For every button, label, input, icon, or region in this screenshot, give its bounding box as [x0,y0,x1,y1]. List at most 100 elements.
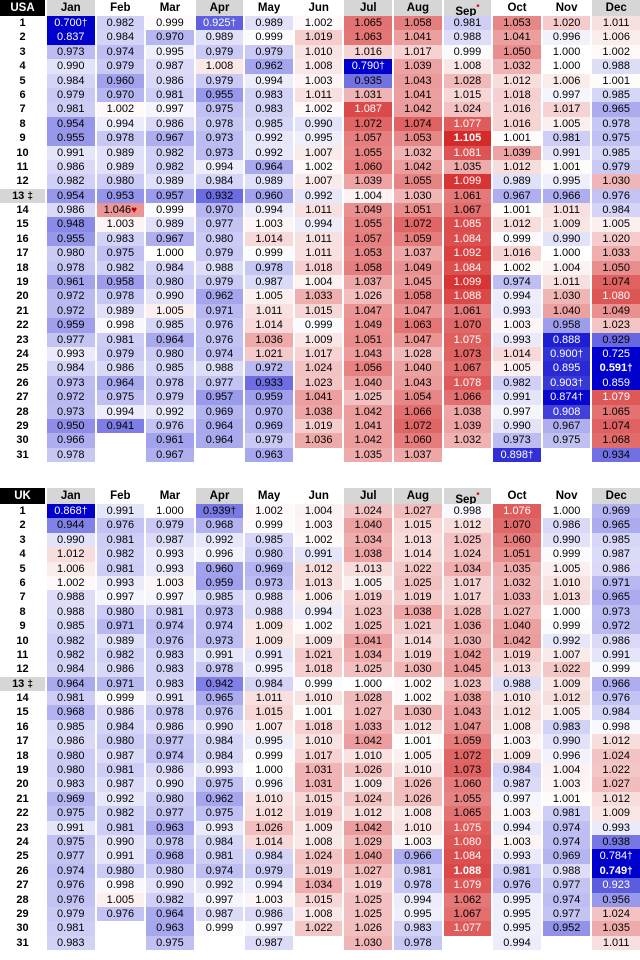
cell-value: 0.990 [205,720,234,733]
heatmap-cell: 1.013 [394,532,442,548]
heatmap-cell: 1.019 [294,863,343,879]
cell-value: 0.986 [106,663,135,676]
cell-value: 0.999 [255,31,283,44]
heatmap-cell: 1.030 [394,662,442,677]
heatmap-cell: 0.977 [195,375,244,391]
heatmap-cell: 1.077 [443,116,492,132]
cell-value: 1.017 [304,749,333,762]
row-label: 20 [0,777,45,791]
heatmap-cell: 0.981 [96,561,145,576]
heatmap-cell: 1.060 [344,159,393,175]
heatmap-cell: 1.014 [394,547,442,562]
row-label-text: 28 [16,405,29,418]
cell-mark: † [577,392,584,404]
cell-value: 1.039 [453,419,482,432]
heatmap-cell: 1.000 [542,604,591,620]
cell-value: 0.987 [205,907,234,920]
heatmap-cell: 1.002 [592,44,640,60]
heatmap-cell: 1.005 [542,561,591,576]
heatmap-cell: 0.965 [592,102,640,117]
heatmap-cell: 0.995 [146,44,194,60]
cell-value: 0.925 [202,17,231,29]
heatmap-cell: 0.985 [47,619,95,634]
cell-value: 1.060 [404,434,432,447]
heatmap-cell: 0.983 [47,935,95,951]
cell-value: 0.983 [106,232,135,245]
cell-value: 1.001 [503,204,531,217]
heatmap-cell: 1.004 [294,275,343,290]
heatmap-cell: 0.969 [592,504,640,519]
heatmap-cell: 1.014 [245,318,293,333]
cell-value: 1.046 [103,204,132,217]
heatmap-cell: 0.984 [245,676,293,692]
cell-value: 0.973 [255,576,283,589]
heatmap-cell: 0.999 [245,518,293,533]
heatmap-cell: 1.018 [294,719,343,735]
cell-value: 0.999 [453,45,482,58]
heatmap-cell: 1.034 [344,647,393,663]
heatmap-cell: 1.079 [592,390,640,405]
heatmap-cell: 0.975 [47,806,95,821]
cell-mark: † [577,377,584,389]
row-label-text: 4 [19,548,26,561]
heatmap-cell: 0.984 [195,174,244,189]
heatmap-cell: 1.000 [146,504,194,519]
cell-value: 1.051 [354,333,383,346]
cell-value: 0.988 [205,362,234,375]
column-header-label: Oct [507,490,527,502]
heatmap-cell: 1.011 [245,691,293,706]
heatmap-cell: 0.960 [245,188,293,204]
heatmap-cell: 1.066 [394,404,442,419]
cell-value: 1.026 [404,792,432,805]
heatmap-cell: 1.028 [443,73,492,88]
heatmap-cell: 1.003 [493,806,541,821]
heatmap-cell: 1.025 [344,619,393,634]
cell-value: 1.042 [503,634,531,647]
column-header: Jul [344,488,393,504]
cell-value: 0.983 [255,88,283,101]
heatmap-cell: 1.022 [592,763,640,778]
heatmap-cell: 0.999 [146,203,194,218]
cell-value: 1.023 [304,376,333,389]
cell-value: 1.011 [255,304,283,317]
heatmap-cell: 1.040 [394,361,442,376]
row-label-text: 6 [19,88,26,101]
heatmap-cell: 1.010 [493,691,541,706]
cell-value: 0.987 [156,60,184,73]
cell-value: 1.018 [304,663,333,676]
cell-value: 1.050 [602,261,630,274]
heatmap-cell: 1.005 [394,748,442,764]
heatmap-cell: 1.017 [443,590,492,605]
heatmap-cell: 0.982 [146,892,194,907]
cell-value: 0.987 [156,533,184,546]
row-label-text: 9 [19,620,26,633]
cell-value: 1.033 [602,247,630,260]
cell-value: 0.966 [57,434,85,447]
heatmap-cell: 0.993 [146,561,194,576]
heatmap-cell: 1.025 [344,662,393,677]
cell-value: 1.026 [354,290,383,303]
cell-value: 1.057 [354,132,383,145]
row-label: 2 [0,30,45,44]
cell-value: 1.019 [304,31,333,44]
heatmap-cell: 1.002 [47,575,95,591]
cell-value: 0.976 [156,419,184,432]
cell-value: 0.989 [255,17,283,29]
cell-value: 1.023 [602,319,630,332]
heatmap-cell: 1.010 [344,748,393,764]
row-label-text: 31 [16,936,29,949]
cell-value: 0.994 [106,117,135,130]
cell-value: 0.976 [106,519,135,532]
heatmap-cell: 0.995 [245,662,293,677]
column-header-label: Jun [308,490,329,502]
cell-value: 1.012 [602,792,630,805]
cell-value: 0.868 [54,505,82,517]
cell-value: 1.053 [354,247,383,260]
cell-value: 1.001 [503,132,531,145]
heatmap-cell: 1.039 [493,145,541,160]
cell-value: 0.999 [503,232,531,245]
heatmap-cell: 1.039 [344,174,393,189]
cell-value: 0.888 [552,333,581,346]
cell-value: 0.979 [57,907,85,920]
cell-value: 0.591 [599,362,628,375]
